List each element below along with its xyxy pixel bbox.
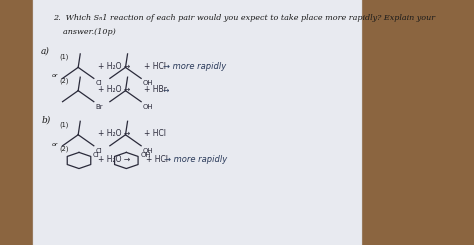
Text: + H₂O →: + H₂O → <box>98 155 130 164</box>
Text: + HCl: + HCl <box>144 62 166 71</box>
Text: 2.  Which Sₙ1 reaction of each pair would you expect to take place more rapidly?: 2. Which Sₙ1 reaction of each pair would… <box>54 14 436 22</box>
Text: Br: Br <box>95 104 103 110</box>
Text: (1): (1) <box>60 54 69 60</box>
Text: + HCl: + HCl <box>146 155 168 164</box>
Text: OH: OH <box>143 104 154 110</box>
Text: Cl: Cl <box>95 80 102 86</box>
Text: →: → <box>163 85 169 94</box>
Text: Cl: Cl <box>93 152 100 158</box>
Text: + H₂O →: + H₂O → <box>98 129 130 138</box>
Text: a): a) <box>41 47 50 56</box>
Text: + H₂O →: + H₂O → <box>98 85 130 94</box>
Text: → more rapidly: → more rapidly <box>163 62 226 71</box>
Text: → more rapidly: → more rapidly <box>164 155 227 164</box>
Text: OH: OH <box>143 148 154 154</box>
Text: (2): (2) <box>60 77 69 84</box>
Text: b): b) <box>41 115 50 124</box>
Text: or: or <box>52 73 58 78</box>
Text: (2): (2) <box>60 146 69 152</box>
Text: OH: OH <box>143 80 154 86</box>
Text: Cl: Cl <box>95 148 102 154</box>
Text: + HBr: + HBr <box>144 85 167 94</box>
Text: (1): (1) <box>60 121 69 128</box>
Text: + H₂O →: + H₂O → <box>98 62 130 71</box>
Text: OH: OH <box>140 152 151 158</box>
Text: or: or <box>52 142 58 147</box>
Text: + HCl: + HCl <box>144 129 166 138</box>
Text: answer.(10p): answer.(10p) <box>54 28 116 36</box>
FancyBboxPatch shape <box>33 0 362 245</box>
